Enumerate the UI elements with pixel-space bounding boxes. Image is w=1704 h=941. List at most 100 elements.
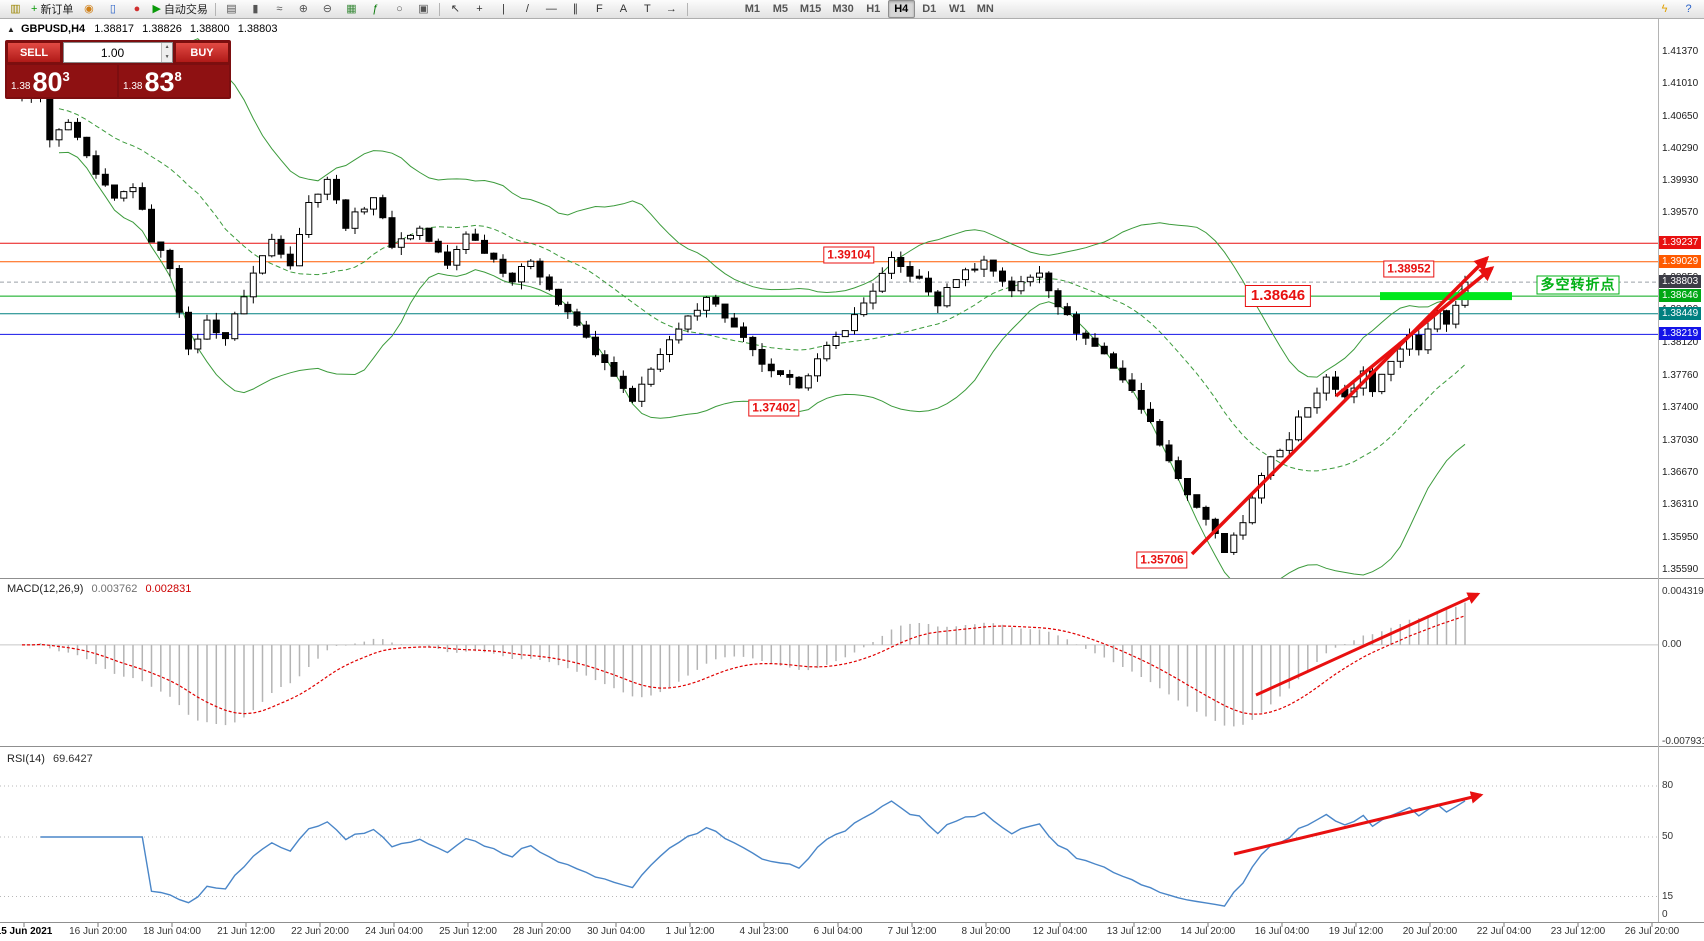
buy-button[interactable]: BUY — [175, 42, 229, 63]
text-icon: A — [619, 2, 628, 15]
annotation-1.35706[interactable]: 1.35706 — [1136, 551, 1188, 569]
tile-windows-icon[interactable]: ▦ — [340, 0, 363, 18]
timeframe-h1-button[interactable]: H1 — [866, 3, 881, 15]
axis-price-box-1.38449: 1.38449 — [1659, 306, 1702, 320]
autotrading-button[interactable]: ▶ 自动交易 — [149, 0, 210, 18]
new-order-button[interactable]: + 新订单 — [28, 0, 76, 18]
mobile-trading-icon[interactable]: ▯ — [101, 0, 124, 18]
macd-header: MACD(12,26,9) 0.003762 0.002831 — [7, 583, 191, 595]
annotation-turning-point[interactable]: 多空转折点 — [1536, 275, 1620, 295]
template-icon: ▣ — [418, 2, 429, 15]
volume-box: ▲ ▼ — [63, 42, 173, 63]
timeframe-m30-button[interactable]: M30 — [832, 3, 854, 15]
candlestick-chart-icon[interactable]: ▮ — [244, 0, 267, 18]
macd-histogram — [30, 602, 1466, 727]
trend-arrow[interactable] — [1233, 791, 1484, 856]
timeframe-m5-button[interactable]: M5 — [772, 3, 789, 15]
line-chart-icon[interactable]: ≈ — [268, 0, 291, 18]
timeframe-m1-button[interactable]: M1 — [744, 3, 761, 15]
bar-chart-icon[interactable]: ▤ — [220, 0, 243, 18]
new-order-button-label: 新订单 — [40, 4, 74, 16]
trendline-icon[interactable]: / — [516, 0, 539, 18]
vertical-line-icon[interactable]: | — [492, 0, 515, 18]
time-axis-label: 16 Jul 04:00 — [1254, 926, 1310, 937]
axis-price-box-1.38219: 1.38219 — [1659, 327, 1702, 341]
quick-start-icon: ϟ — [1661, 2, 1668, 15]
axis-price-box-1.39237: 1.39237 — [1659, 236, 1702, 250]
horizontal-line-icon[interactable]: — — [540, 0, 563, 18]
text-icon[interactable]: A — [612, 0, 635, 18]
toolbar-separator — [214, 2, 216, 16]
time-axis-label: 25 Jun 12:00 — [439, 926, 497, 937]
buy-price-sup: 8 — [174, 69, 182, 84]
sell-price-sup: 3 — [62, 69, 70, 84]
timeframe-d1-button[interactable]: D1 — [922, 3, 937, 15]
equidistant-channel-icon[interactable]: ∥ — [564, 0, 587, 18]
axis-price-box-1.39029: 1.39029 — [1659, 254, 1702, 268]
trend-arrow[interactable] — [1255, 592, 1481, 697]
cursor-icon[interactable]: ↖ — [444, 0, 467, 18]
zoom-in-icon[interactable]: ⊕ — [292, 0, 315, 18]
time-axis-label: 22 Jul 04:00 — [1476, 926, 1532, 937]
sell-price-big: 80 — [32, 67, 63, 97]
trend-arrow[interactable] — [1334, 266, 1495, 398]
trend-arrow[interactable] — [1190, 255, 1490, 556]
fibonacci-icon[interactable]: F — [588, 0, 611, 18]
price-axis-tick: 1.41010 — [1662, 78, 1699, 90]
time-axis-label: 4 Jul 23:00 — [739, 926, 789, 937]
timeframe-m15-button[interactable]: M15 — [799, 3, 822, 15]
price-axis-tick: 1.41370 — [1662, 46, 1699, 57]
text-label-icon: T — [644, 2, 651, 15]
timeframe-h4-button[interactable]: H4 — [887, 0, 915, 18]
quote-low: 1.38800 — [189, 23, 230, 35]
rsi-axis-label: 50 — [1662, 831, 1674, 842]
mql5-community-icon: ◉ — [84, 2, 94, 15]
zoom-in-icon: ⊕ — [298, 2, 309, 15]
macd-axis-label: -0.007931 — [1662, 736, 1704, 747]
buy-price-display[interactable]: 1.38 83 8 — [119, 65, 229, 97]
crosshair-icon: + — [476, 2, 483, 15]
quick-start-icon[interactable]: ϟ — [1653, 0, 1676, 18]
price-axis-tick: 1.35590 — [1662, 564, 1699, 575]
time-axis-label: 8 Jul 20:00 — [961, 926, 1011, 937]
annotation-1.39104[interactable]: 1.39104 — [823, 246, 875, 264]
turning-point-highlight[interactable] — [1380, 292, 1512, 301]
mql5-community-icon[interactable]: ◉ — [77, 0, 100, 18]
timeframe-w1-button[interactable]: W1 — [948, 3, 966, 15]
crosshair-icon[interactable]: + — [468, 0, 491, 18]
time-axis-label: 23 Jul 12:00 — [1550, 926, 1606, 937]
annotation-1.38952[interactable]: 1.38952 — [1383, 260, 1435, 278]
volume-input[interactable] — [64, 43, 162, 62]
annotation-1.38646[interactable]: 1.38646 — [1244, 285, 1312, 307]
line-chart-icon: ≈ — [276, 2, 283, 15]
sell-button[interactable]: SELL — [7, 42, 61, 63]
autotrading-stop-icon: ● — [133, 2, 141, 15]
price-axis-tick: 1.37400 — [1662, 401, 1699, 413]
one-click-trading-panel: SELL ▲ ▼ BUY 1.38 80 3 1.38 — [5, 40, 231, 99]
indicators-list-icon[interactable]: ƒ — [364, 0, 387, 18]
autotrading-stop-icon[interactable]: ● — [125, 0, 148, 18]
terminal-icon[interactable]: ▥ — [4, 0, 27, 18]
time-axis-label: 26 Jul 20:00 — [1624, 926, 1680, 937]
sell-price-display[interactable]: 1.38 80 3 — [7, 65, 117, 97]
zoom-out-icon[interactable]: ⊖ — [316, 0, 339, 18]
period-icon[interactable]: ○ — [388, 0, 411, 18]
time-axis-label: 7 Jul 12:00 — [887, 926, 937, 937]
time-axis-label: 14 Jul 20:00 — [1180, 926, 1236, 937]
template-icon[interactable]: ▣ — [412, 0, 435, 18]
arrows-tool-icon[interactable]: → — [660, 0, 683, 18]
price-axis-tick: 1.36310 — [1662, 499, 1699, 511]
text-label-icon[interactable]: T — [636, 0, 659, 18]
annotation-1.37402[interactable]: 1.37402 — [748, 399, 800, 417]
price-axis-tick: 1.36670 — [1662, 467, 1699, 479]
help-icon[interactable]: ? — [1677, 0, 1700, 18]
volume-up-button[interactable]: ▲ — [162, 43, 172, 53]
timeframe-mn-button[interactable]: MN — [976, 3, 994, 15]
quote-open: 1.38817 — [94, 23, 134, 35]
rsi-label: RSI(14) — [7, 753, 45, 765]
autotrading-button: ▶ — [152, 2, 161, 15]
volume-down-button[interactable]: ▼ — [162, 52, 172, 62]
time-axis-label: 30 Jun 04:00 — [587, 926, 645, 937]
rsi-value: 69.6427 — [52, 753, 93, 765]
macd-axis-label: 0.00 — [1662, 638, 1682, 650]
